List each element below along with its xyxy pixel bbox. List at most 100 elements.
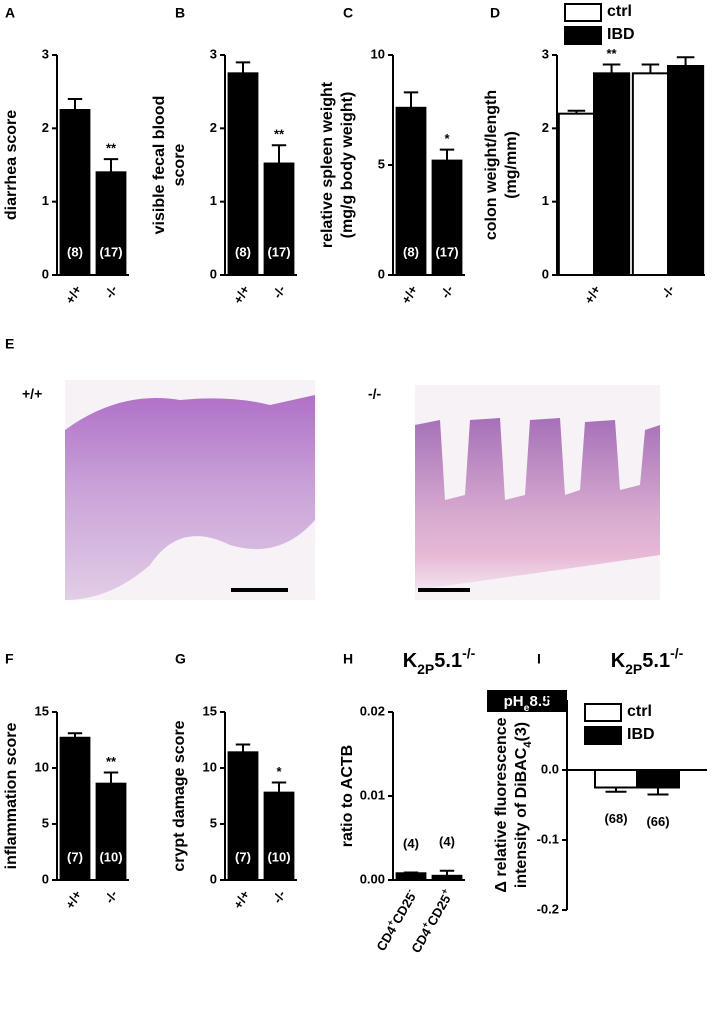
chart-title: K2P5.1-/- (611, 645, 684, 677)
bar (395, 106, 427, 276)
y-axis-label: (mg/g body weight) (339, 92, 356, 239)
n-label: (7) (235, 849, 251, 864)
panel-letter: H (343, 651, 353, 667)
y-axis-label: (mg/mm) (503, 131, 520, 199)
significance: ** (274, 127, 285, 142)
text-part: 5.1 (434, 650, 462, 672)
legend-swatch (584, 726, 622, 745)
bar (95, 782, 127, 881)
legend-swatch (584, 703, 622, 722)
y-tick-label: 15 (35, 703, 49, 718)
y-axis-label: visible fecal blood (151, 96, 168, 235)
error-bar (271, 781, 287, 793)
panel-letter: B (175, 5, 185, 21)
panel-letter: A (5, 5, 15, 21)
y-axis-label: inflammation score (3, 723, 20, 870)
significance: ** (106, 754, 117, 769)
y-tick-label: 0.00 (360, 871, 385, 886)
y-axis-label: colon weight/length (483, 90, 500, 240)
n-label: (8) (67, 244, 83, 259)
y-tick-label: 15 (203, 703, 217, 718)
error-bar (67, 732, 83, 738)
text-part: 8.5 (529, 693, 550, 710)
bar (95, 171, 127, 276)
text-part: e (524, 702, 530, 714)
bar (636, 769, 680, 789)
y-axis-label: score (171, 144, 188, 187)
y-axis-label: diarrhea score (3, 110, 20, 220)
y-tick-label: 0.02 (360, 703, 385, 718)
y-tick-label: 3 (42, 46, 49, 61)
n-label: (17) (267, 244, 290, 259)
bar (631, 72, 669, 277)
text-part: 5.1 (642, 650, 670, 672)
bar (263, 791, 295, 882)
text-part: + (420, 920, 431, 930)
legend-label: ctrl (627, 703, 652, 720)
y-tick-label: 5 (210, 815, 217, 830)
significance: * (276, 764, 282, 779)
text-part: 4 (522, 741, 534, 748)
error-bar (67, 98, 83, 110)
image-label: -/- (368, 386, 382, 402)
y-tick-label: -0.1 (537, 831, 559, 846)
histology-image (65, 380, 315, 600)
x-tick-label: -/- (101, 283, 120, 301)
bar (667, 65, 705, 276)
bar (59, 109, 91, 276)
n-label: (8) (403, 244, 419, 259)
x-tick-label: +/+ (398, 282, 421, 306)
error-bar (103, 771, 119, 784)
y-tick-label: 10 (35, 759, 49, 774)
bar (557, 112, 595, 276)
error-bar (235, 61, 251, 74)
y-tick-label: 10 (371, 46, 385, 61)
panel-letter: D (490, 5, 500, 21)
x-tick-label: -/- (658, 283, 677, 301)
bar (594, 769, 638, 789)
y-tick-label: 0 (378, 266, 385, 281)
text-part: + (439, 887, 450, 897)
chart-title: K2P5.1-/- (403, 645, 476, 677)
bar (59, 736, 91, 882)
text-part: K (403, 650, 418, 672)
panel-letter: C (343, 5, 353, 21)
y-tick-label: 2 (42, 120, 49, 135)
text-part: -/- (670, 645, 684, 661)
y-tick-label: 1 (210, 193, 217, 208)
error-bar (235, 743, 251, 753)
panel-letter: G (175, 651, 186, 667)
y-tick-label: 0 (542, 266, 549, 281)
x-tick-label: +/+ (62, 887, 85, 911)
error-bar (103, 158, 119, 173)
badge-box (487, 690, 567, 712)
error-bar (403, 871, 419, 874)
y-tick-label: 5 (42, 815, 49, 830)
y-tick-label: 0.1 (541, 691, 559, 706)
n-label: (17) (435, 244, 458, 259)
y-tick-label: 0.0 (541, 761, 559, 776)
n-label: (17) (99, 244, 122, 259)
y-tick-label: 0.01 (360, 787, 385, 802)
y-tick-label: 2 (210, 120, 217, 135)
significance: ** (106, 141, 117, 156)
error-bar (271, 144, 287, 164)
y-tick-label: 2 (542, 120, 549, 135)
y-tick-label: 1 (42, 193, 49, 208)
text-part: 2P (417, 661, 434, 677)
error-bar (605, 787, 627, 793)
image-label: +/+ (22, 386, 42, 402)
bar (431, 874, 463, 881)
y-axis-label: intensity of DiBAC4(3) (513, 722, 534, 888)
text-part: CD25 (389, 890, 419, 926)
x-tick-label: +/+ (230, 282, 253, 306)
y-tick-label: 0 (210, 266, 217, 281)
x-tick-label: +/+ (581, 282, 604, 306)
significance: * (444, 131, 450, 146)
n-label: (4) (403, 836, 419, 851)
error-bar (602, 63, 621, 74)
text-part: pH (504, 693, 524, 710)
y-tick-label: 3 (210, 46, 217, 61)
text-part: -/- (462, 645, 476, 661)
legend-label: IBD (607, 26, 635, 43)
